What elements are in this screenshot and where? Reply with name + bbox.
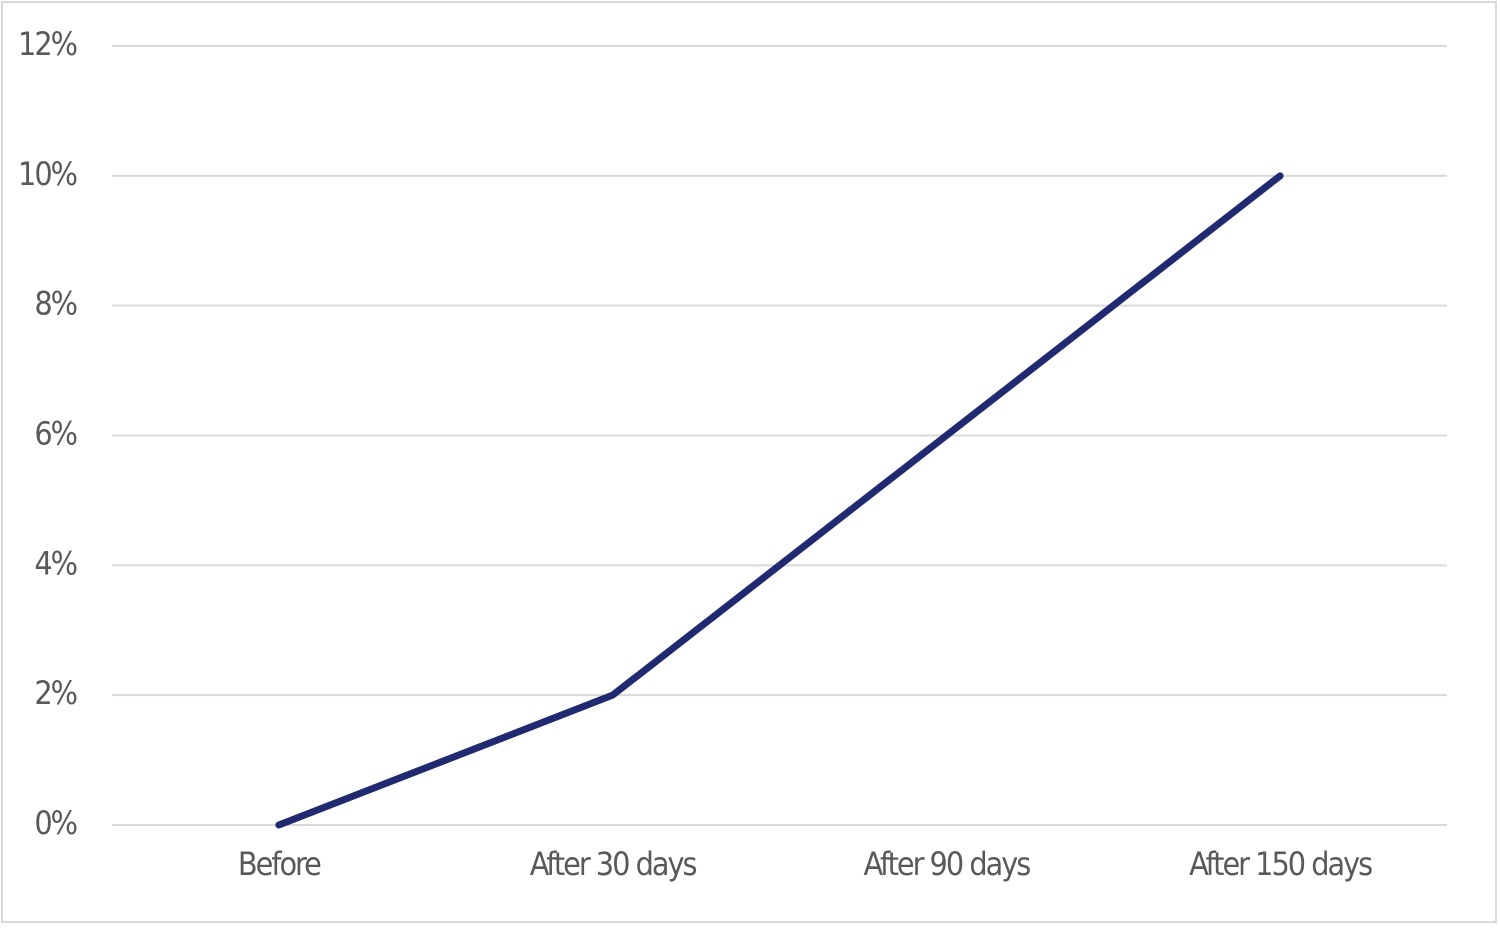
x-tick-label: After 90 days [863,845,1030,883]
y-tick-label: 0% [34,804,76,842]
data-line [275,172,1284,829]
x-tick-label: After 150 days [1189,845,1372,883]
y-tick-label: 6% [34,415,76,453]
y-tick-label: 10% [18,155,77,193]
y-tick-label: 12% [18,25,77,63]
y-tick-label: 2% [34,674,76,712]
y-tick-label: 8% [34,285,76,323]
x-tick-label: Before [238,845,321,883]
x-tick-label: After 30 days [530,845,697,883]
y-tick-label: 4% [34,544,76,582]
